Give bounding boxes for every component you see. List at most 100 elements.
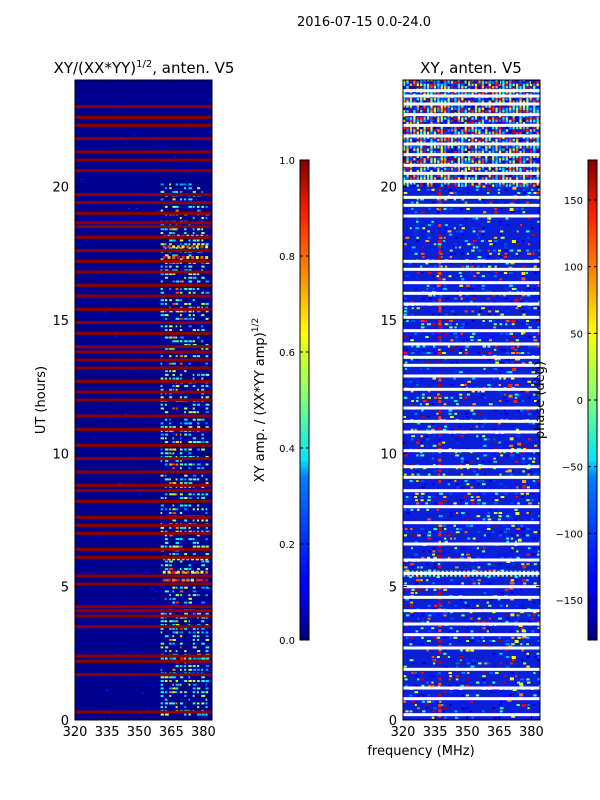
phase-signal-cell bbox=[483, 534, 486, 537]
phase-noise-cell bbox=[485, 160, 488, 163]
signal-cell bbox=[184, 478, 187, 481]
phase-signal-cell bbox=[516, 614, 520, 617]
phase-signal-cell bbox=[455, 339, 459, 342]
noise-cell bbox=[152, 598, 155, 600]
amplitude-colorbar-label-main: XY amp. / (XX*YY amp) bbox=[253, 332, 268, 482]
phase-signal-cell bbox=[481, 464, 484, 466]
phase-signal-cell bbox=[477, 483, 481, 486]
phase-signal-cell bbox=[443, 588, 448, 591]
phase-noise-cell bbox=[481, 169, 484, 173]
phase-noise-cell bbox=[471, 148, 474, 151]
signal-cell bbox=[160, 694, 164, 697]
phase-signal-cell bbox=[436, 208, 440, 210]
phase-signal-cell bbox=[461, 672, 466, 674]
phase-noise-cell bbox=[495, 109, 498, 113]
phase-signal-cell bbox=[528, 361, 532, 364]
phase-signal-cell bbox=[458, 352, 462, 354]
phase-noise-cell bbox=[403, 167, 406, 171]
signal-cell bbox=[188, 485, 191, 488]
phase-noise-cell bbox=[502, 177, 505, 180]
phase-signal-cell bbox=[492, 531, 495, 534]
signal-cell bbox=[169, 568, 173, 570]
noise-cell bbox=[183, 280, 186, 282]
phase-signal-cell bbox=[488, 569, 492, 572]
phase-signal-cell bbox=[464, 396, 468, 399]
phase-signal-cell bbox=[420, 672, 424, 674]
signal-cell bbox=[192, 493, 196, 496]
phase-noise-cell bbox=[502, 129, 505, 132]
phase-noise-cell bbox=[481, 138, 484, 142]
phase-signal-cell bbox=[411, 588, 415, 591]
phase-noise-cell bbox=[420, 141, 423, 144]
phase-signal-cell bbox=[471, 377, 476, 380]
phase-noise-cell bbox=[505, 83, 508, 87]
flagged-row bbox=[75, 710, 212, 714]
phase-noise-cell bbox=[536, 97, 539, 101]
signal-cell bbox=[172, 261, 175, 264]
signal-cell bbox=[184, 243, 188, 246]
phase-signal-cell bbox=[466, 307, 469, 310]
signal-cell bbox=[201, 668, 203, 671]
signal-cell bbox=[188, 497, 193, 500]
signal-cell bbox=[160, 683, 163, 686]
signal-cell bbox=[175, 336, 178, 339]
phase-noise-cell bbox=[468, 121, 471, 125]
noise-cell bbox=[129, 643, 133, 645]
phase-signal-cell bbox=[447, 483, 451, 486]
phase-noise-cell bbox=[403, 117, 406, 120]
phase-noise-cell bbox=[492, 138, 495, 142]
phase-noise-cell bbox=[430, 181, 433, 185]
phase-noise-cell bbox=[509, 160, 512, 163]
phase-signal-cell bbox=[405, 499, 408, 502]
signal-cell bbox=[186, 570, 190, 574]
signal-cell bbox=[192, 635, 197, 638]
phase-noise-cell bbox=[437, 145, 440, 149]
signal-cell bbox=[175, 302, 179, 305]
signal-cell bbox=[169, 355, 172, 358]
phase-noise-cell bbox=[526, 157, 529, 161]
signal-cell bbox=[172, 426, 176, 429]
phase-noise-cell bbox=[509, 80, 512, 82]
phase-noise-cell bbox=[478, 157, 481, 161]
phase-signal-cell bbox=[481, 233, 485, 236]
phase-signal-cell bbox=[460, 649, 463, 652]
signal-cell bbox=[169, 512, 172, 514]
phase-noise-cell bbox=[509, 141, 512, 144]
phase-noise-cell bbox=[409, 169, 413, 173]
phase-signal-cell bbox=[509, 300, 513, 303]
phase-noise-cell bbox=[406, 117, 409, 120]
signal-cell bbox=[205, 538, 208, 541]
signal-cell bbox=[192, 273, 197, 276]
phase-signal-cell bbox=[538, 249, 540, 252]
phase-noise-cell bbox=[409, 145, 413, 149]
phase-noise-cell bbox=[454, 136, 457, 139]
signal-cell bbox=[192, 638, 195, 641]
signal-cell bbox=[172, 586, 176, 589]
phase-noise-cell bbox=[536, 136, 539, 139]
phase-signal-cell bbox=[505, 332, 509, 335]
phase-signal-cell bbox=[516, 230, 519, 233]
phase-noise-cell bbox=[522, 160, 526, 163]
noise-cell bbox=[192, 129, 195, 131]
phase-signal-cell bbox=[453, 243, 457, 246]
phase-noise-cell bbox=[478, 109, 481, 113]
phase-noise-cell bbox=[433, 177, 437, 180]
phase-signal-cell bbox=[481, 288, 485, 290]
phase-noise-cell bbox=[474, 136, 478, 139]
phase-noise-cell bbox=[430, 167, 433, 171]
phase-noise-cell bbox=[526, 121, 529, 125]
signal-cell bbox=[197, 243, 201, 246]
phase-signal-cell bbox=[459, 656, 464, 658]
phase-noise-cell bbox=[471, 83, 474, 87]
phase-noise-cell bbox=[468, 80, 471, 82]
phase-signal-cell bbox=[477, 390, 480, 393]
phase-signal-cell bbox=[488, 320, 493, 322]
phase-signal-cell bbox=[492, 640, 496, 642]
phase-noise-cell bbox=[478, 150, 481, 154]
phase-noise-cell bbox=[403, 109, 406, 113]
phase-signal-cell bbox=[516, 425, 519, 428]
phase-signal-cell bbox=[459, 284, 464, 287]
phase-noise-cell bbox=[423, 181, 426, 185]
phase-signal-cell bbox=[482, 435, 486, 438]
